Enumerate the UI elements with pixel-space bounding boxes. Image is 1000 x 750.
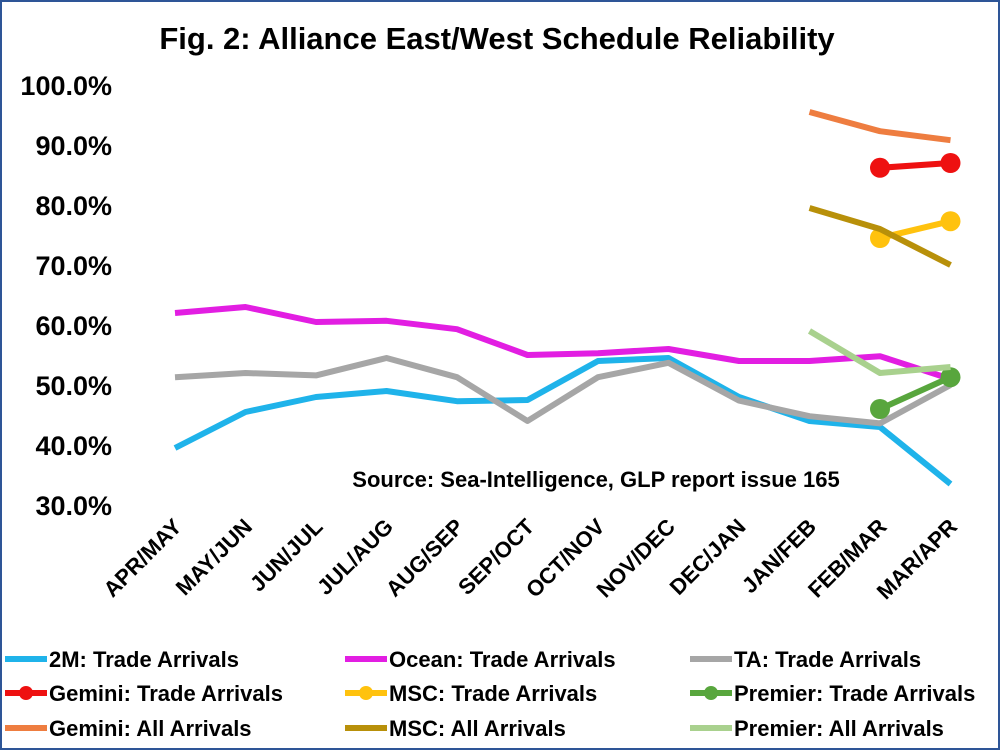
series-line <box>173 355 953 487</box>
data-point <box>940 211 961 232</box>
series-line <box>808 109 951 144</box>
y-tick-label: 30.0% <box>35 491 112 521</box>
legend-item-premier-trade-arrivals: Premier: Trade Arrivals <box>690 681 975 706</box>
legend-item-msc-all-arrivals: MSC: All Arrivals <box>345 716 566 741</box>
series-line <box>808 205 952 268</box>
legend-item-msc-trade-arrivals: MSC: Trade Arrivals <box>345 681 597 706</box>
series-premier-all-arrivals <box>807 328 951 376</box>
y-tick-label: 90.0% <box>35 131 112 161</box>
y-tick-label: 40.0% <box>35 431 112 461</box>
data-point <box>870 157 890 178</box>
y-tick-label: 70.0% <box>35 251 112 281</box>
legend-label: Premier: All Arrivals <box>734 716 944 741</box>
data-point <box>940 153 961 173</box>
legend-item-ta-trade-arrivals: TA: Trade Arrivals <box>690 647 921 672</box>
legend-label: MSC: All Arrivals <box>389 716 566 741</box>
series-gemini-trade-arrivals <box>870 153 961 178</box>
series-ta-trade-arrivals <box>174 355 952 427</box>
y-tick-label: 100.0% <box>20 71 112 101</box>
x-tick-label: APR/MAY <box>99 514 187 602</box>
series-gemini-all-arrivals <box>808 109 951 144</box>
x-tick-label: DEC/JAN <box>665 514 751 600</box>
legend-marker <box>19 686 33 700</box>
legend-marker <box>704 686 718 700</box>
series-line <box>879 160 951 171</box>
legend: 2M: Trade Arrivals Ocean: Trade Arrivals T… <box>5 647 975 741</box>
series-premier-trade-arrivals <box>870 367 961 419</box>
source-annotation: Source: Sea-Intelligence, GLP report iss… <box>352 467 839 492</box>
series-msc-all-arrivals <box>808 205 952 268</box>
legend-label: TA: Trade Arrivals <box>734 647 921 672</box>
data-point <box>940 367 961 388</box>
x-axis-ticks: APR/MAYMAY/JUNJUN/JULJUL/AUGAUG/SEPSEP/O… <box>99 513 963 604</box>
legend-label: Gemini: Trade Arrivals <box>49 681 283 706</box>
legend-label: 2M: Trade Arrivals <box>49 647 239 672</box>
series-line <box>174 355 952 427</box>
legend-item-2m-trade-arrivals: 2M: Trade Arrivals <box>5 647 239 672</box>
series-ocean-trade-arrivals <box>174 304 952 382</box>
series-line <box>174 304 952 382</box>
legend-item-ocean-trade-arrivals: Ocean: Trade Arrivals <box>345 647 616 672</box>
chart-title: Fig. 2: Alliance East/West Schedule Reli… <box>159 21 835 56</box>
y-tick-label: 60.0% <box>35 311 112 341</box>
legend-label: MSC: Trade Arrivals <box>389 681 597 706</box>
y-tick-label: 80.0% <box>35 191 112 221</box>
data-point <box>870 399 890 419</box>
x-tick-label: AUG/SEP <box>381 514 469 602</box>
series-line <box>878 374 952 412</box>
series-2m-trade-arrivals <box>173 355 953 487</box>
legend-item-gemini-all-arrivals: Gemini: All Arrivals <box>5 716 252 741</box>
y-axis-ticks: 100.0% 90.0% 80.0% 70.0% 60.0% 50.0% 40.0% 30.0… <box>20 71 112 521</box>
series-line <box>807 328 951 376</box>
y-tick-label: 50.0% <box>35 371 112 401</box>
legend-label: Gemini: All Arrivals <box>49 716 252 741</box>
plot-area <box>173 109 961 487</box>
x-tick-label: MAY/JUN <box>171 514 257 600</box>
legend-label: Premier: Trade Arrivals <box>734 681 975 706</box>
legend-marker <box>359 686 373 700</box>
legend-label: Ocean: Trade Arrivals <box>389 647 616 672</box>
legend-item-premier-all-arrivals: Premier: All Arrivals <box>690 716 944 741</box>
legend-item-gemini-trade-arrivals: Gemini: Trade Arrivals <box>5 681 283 706</box>
